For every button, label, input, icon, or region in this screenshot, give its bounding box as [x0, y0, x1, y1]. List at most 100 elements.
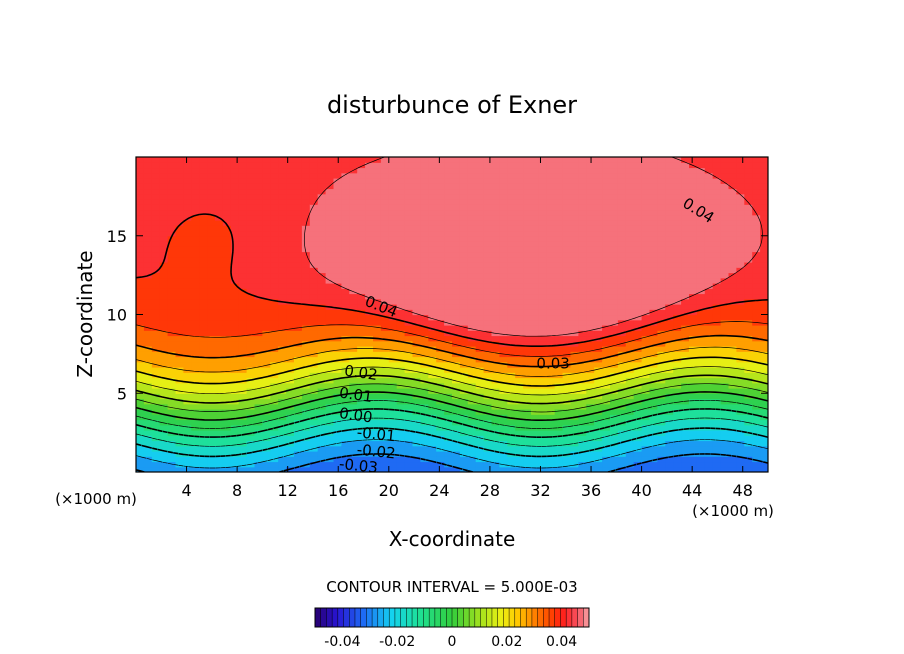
field-cell — [499, 204, 508, 211]
field-cell — [333, 272, 342, 279]
field-cell — [475, 319, 485, 326]
field-cell — [538, 356, 548, 363]
field-cell — [546, 393, 556, 400]
field-cell — [760, 424, 768, 431]
field-cell — [649, 309, 658, 316]
field-cell — [286, 288, 295, 295]
field-cell — [207, 377, 216, 384]
field-cell — [594, 435, 603, 442]
field-cell — [317, 246, 327, 253]
field-cell — [325, 214, 335, 221]
field-cell — [562, 256, 572, 263]
field-cell — [215, 382, 224, 389]
field-cell — [696, 167, 706, 174]
field-cell — [349, 466, 358, 472]
field-cell — [467, 199, 477, 205]
field-cell — [167, 361, 177, 368]
field-cell — [238, 172, 248, 179]
field-cell — [373, 340, 382, 347]
field-cell — [602, 398, 611, 405]
field-cell — [167, 157, 177, 163]
field-cell — [760, 403, 768, 410]
field-cell — [301, 304, 311, 310]
field-cell — [175, 398, 184, 405]
field-cell — [428, 424, 437, 431]
field-cell — [736, 288, 745, 295]
field-cell — [531, 330, 540, 337]
field-cell — [254, 256, 263, 263]
field-cell — [151, 288, 161, 295]
field-cell — [744, 162, 753, 169]
field-cell — [159, 393, 169, 400]
field-cell — [151, 220, 161, 226]
field-cell — [499, 288, 508, 295]
field-cell — [199, 157, 208, 163]
field-cell — [483, 414, 493, 421]
field-cell — [538, 167, 548, 174]
field-cell — [317, 445, 327, 452]
field-cell — [388, 256, 398, 263]
field-cell — [531, 220, 540, 226]
field-cell — [175, 372, 184, 379]
field-cell — [317, 157, 327, 163]
field-cell — [673, 193, 682, 200]
field-cell — [578, 220, 587, 226]
field-cell — [712, 183, 722, 190]
field-cell — [625, 246, 635, 253]
field-cell — [704, 319, 714, 326]
field-cell — [143, 330, 153, 337]
field-cell — [633, 214, 643, 221]
field-cell — [199, 251, 208, 258]
field-cell — [325, 367, 335, 373]
field-cell — [191, 256, 200, 263]
field-cell — [681, 267, 690, 274]
field-cell — [744, 377, 753, 384]
field-cell — [475, 193, 485, 200]
field-cell — [459, 162, 469, 169]
field-cell — [507, 430, 516, 436]
field-cell — [475, 440, 485, 447]
field-cell — [633, 283, 643, 289]
field-cell — [507, 356, 516, 363]
field-cell — [712, 230, 722, 237]
field-cell — [436, 330, 445, 337]
field-cell — [357, 346, 366, 352]
field-cell — [665, 351, 674, 358]
field-cell — [207, 288, 216, 295]
field-cell — [191, 356, 200, 363]
field-cell — [475, 272, 485, 279]
field-cell — [625, 419, 635, 426]
field-cell — [159, 167, 169, 174]
field-cell — [515, 178, 524, 184]
field-cell — [294, 456, 303, 463]
field-cell — [404, 183, 414, 190]
field-cell — [373, 293, 382, 300]
field-cell — [594, 288, 603, 295]
field-cell — [199, 304, 208, 310]
field-cell — [736, 377, 745, 384]
field-cell — [238, 199, 248, 205]
field-cell — [475, 188, 485, 195]
field-cell — [531, 451, 540, 457]
field-cell — [475, 199, 485, 205]
field-cell — [562, 393, 572, 400]
field-cell — [136, 435, 145, 442]
field-cell — [641, 325, 651, 331]
field-cell — [357, 225, 366, 232]
field-cell — [309, 335, 319, 342]
field-cell — [199, 293, 208, 300]
field-cell — [404, 251, 414, 258]
field-cell — [586, 193, 595, 200]
colorbar-swatch — [583, 608, 590, 627]
field-cell — [222, 162, 232, 169]
field-cell — [523, 183, 532, 190]
field-cell — [554, 172, 564, 179]
field-cell — [325, 325, 335, 331]
field-cell — [412, 414, 421, 421]
field-cell — [191, 262, 200, 268]
field-cell — [254, 309, 263, 316]
field-cell — [428, 283, 437, 289]
field-cell — [183, 246, 192, 253]
field-cell — [507, 330, 516, 337]
field-cell — [309, 288, 319, 295]
